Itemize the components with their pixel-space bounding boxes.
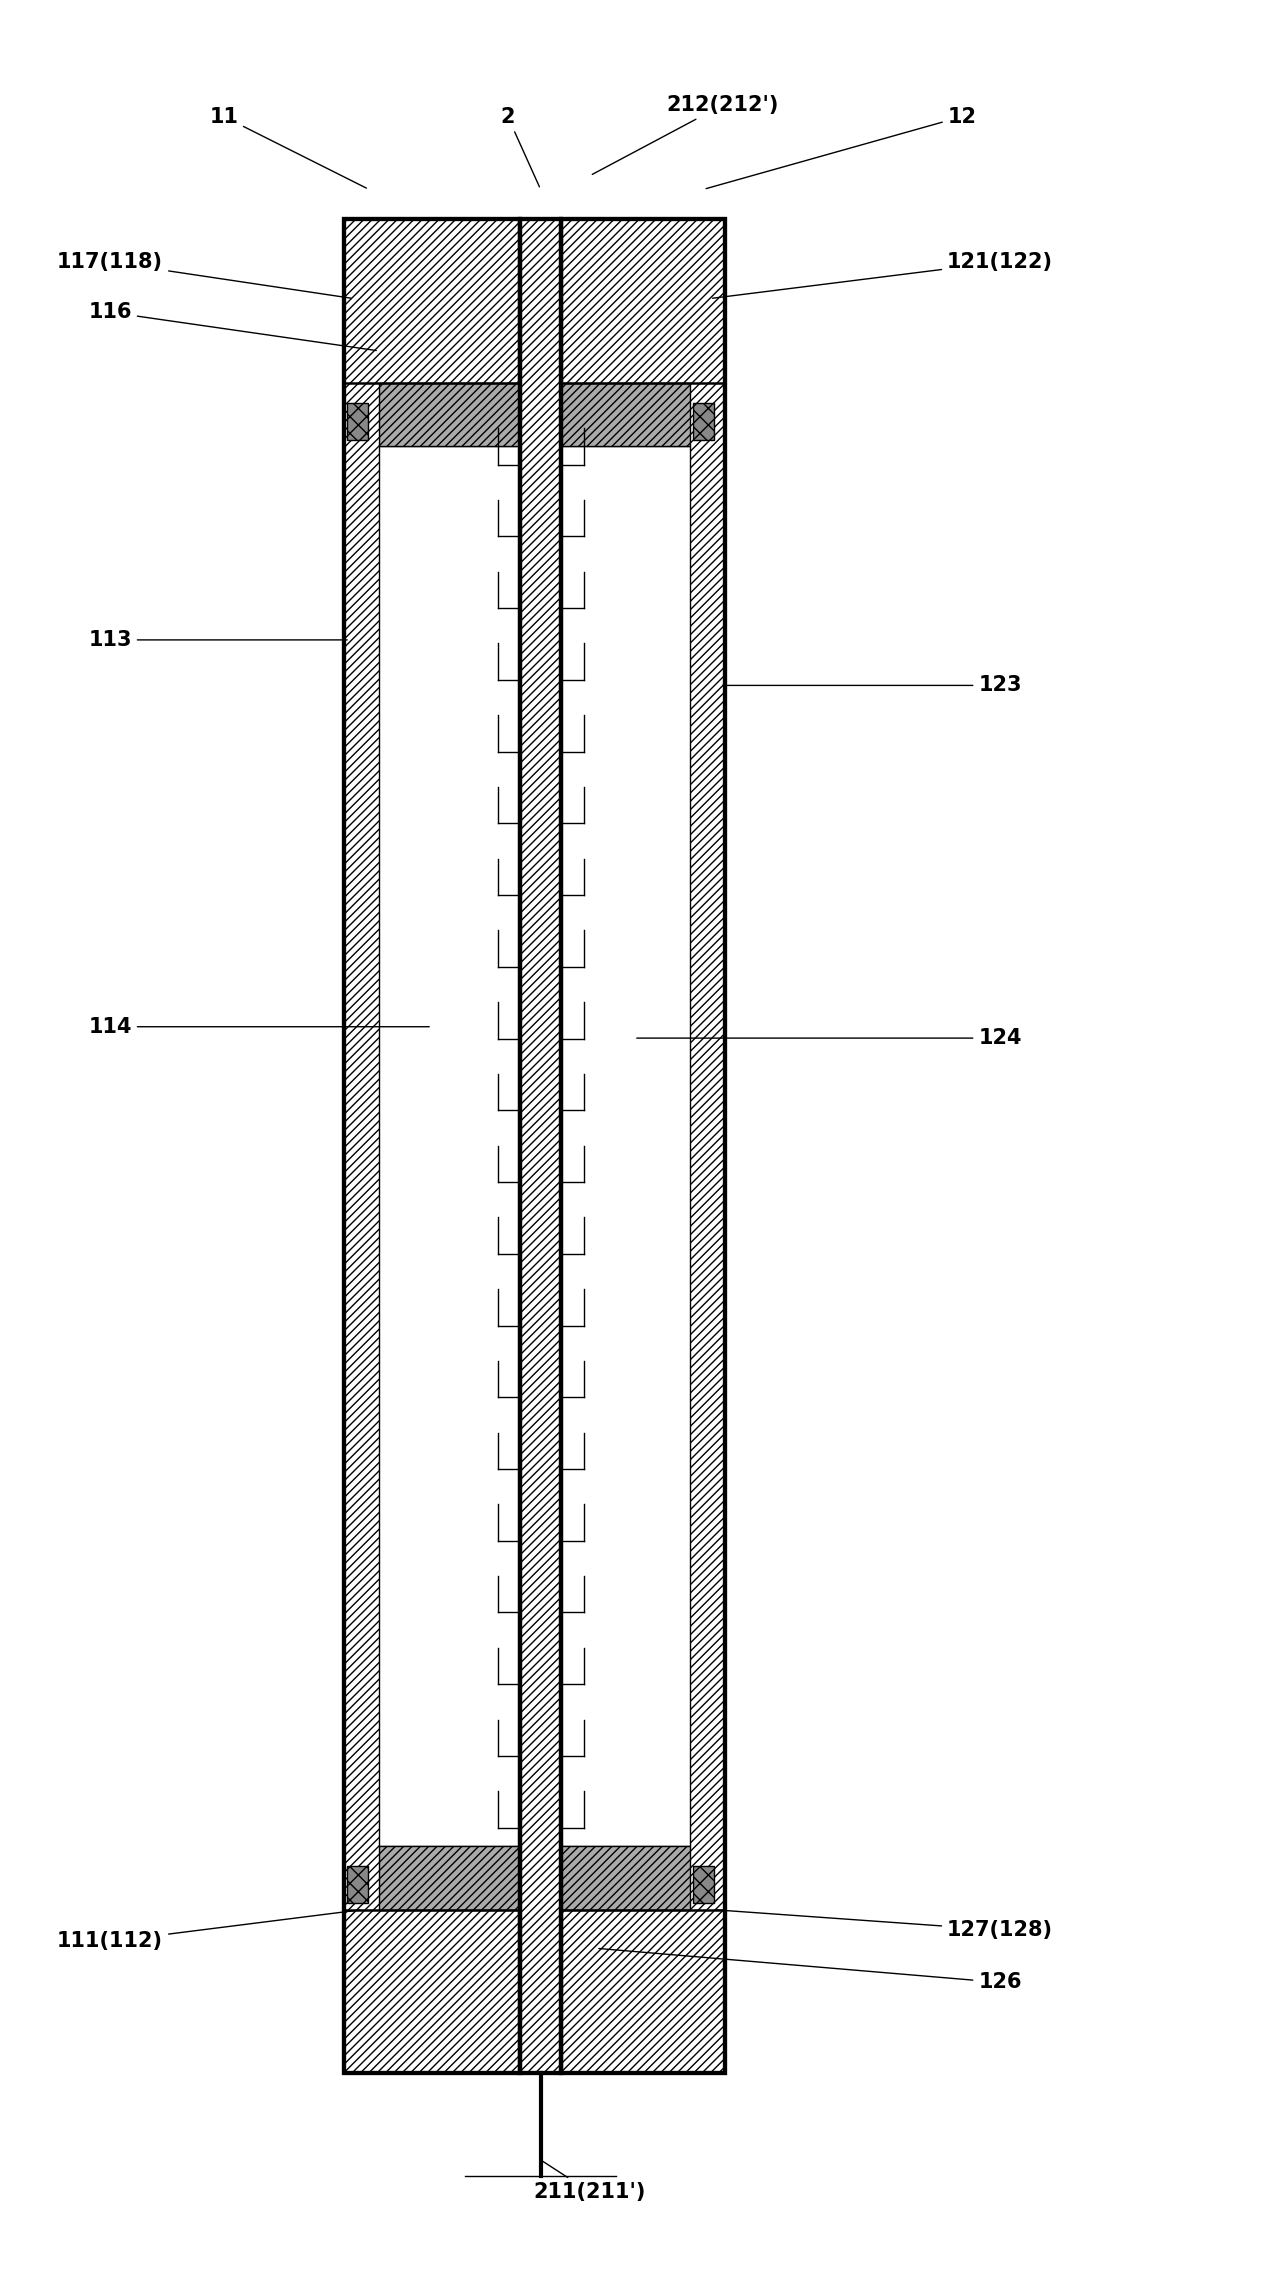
Text: 116: 116 — [89, 303, 377, 351]
Bar — [560, 219, 725, 2073]
Text: 121(122): 121(122) — [713, 253, 1054, 299]
Bar — [560, 219, 725, 2073]
Text: 114: 114 — [89, 1017, 430, 1038]
Text: 211(211'): 211(211') — [534, 2162, 645, 2201]
Text: 126: 126 — [598, 1948, 1022, 1991]
Bar — [379, 383, 520, 447]
Bar — [694, 1866, 714, 1902]
Text: 127(128): 127(128) — [715, 1909, 1054, 1941]
Bar — [379, 1845, 520, 1909]
Bar — [520, 219, 560, 2073]
Text: 11: 11 — [209, 107, 366, 187]
Bar — [344, 219, 520, 2073]
Bar — [694, 404, 714, 440]
Text: 123: 123 — [723, 675, 1022, 696]
Text: 117(118): 117(118) — [57, 253, 351, 299]
Text: 124: 124 — [637, 1029, 1022, 1047]
Bar — [560, 447, 690, 1845]
Bar — [560, 383, 690, 447]
Text: 212(212'): 212(212') — [592, 96, 779, 173]
Bar — [347, 404, 368, 440]
Text: 111(112): 111(112) — [57, 1909, 360, 1953]
Bar — [520, 219, 560, 2073]
Text: 2: 2 — [501, 107, 539, 187]
Bar — [347, 1866, 368, 1902]
Bar — [560, 1845, 690, 1909]
Bar — [344, 219, 520, 2073]
Text: 12: 12 — [706, 107, 976, 189]
Bar — [379, 447, 520, 1845]
Text: 113: 113 — [89, 630, 347, 650]
